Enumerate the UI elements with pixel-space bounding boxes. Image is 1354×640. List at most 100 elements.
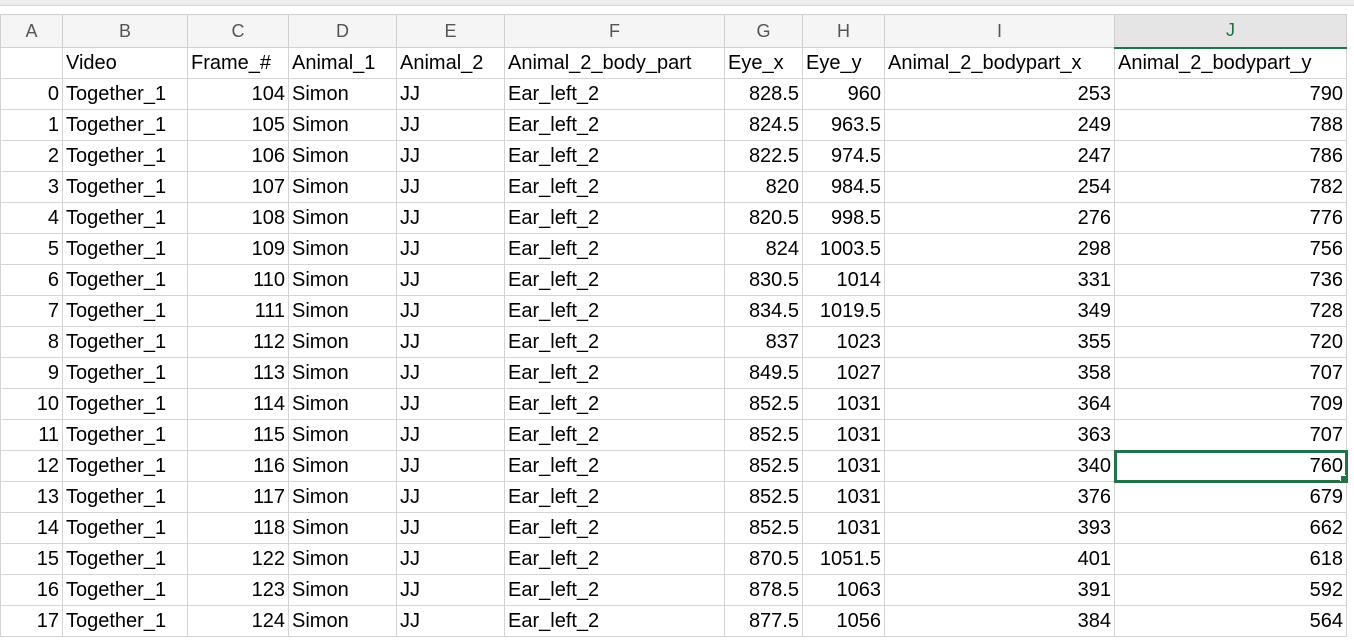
- cell[interactable]: 776: [1114, 202, 1347, 234]
- cell[interactable]: Ear_left_2: [504, 140, 725, 172]
- cell[interactable]: 878.5: [724, 574, 803, 606]
- cell[interactable]: Together_1: [62, 202, 188, 234]
- cell[interactable]: Together_1: [62, 357, 188, 389]
- column-header-c[interactable]: C: [187, 14, 289, 48]
- cell[interactable]: 1031: [802, 419, 885, 451]
- cell[interactable]: Ear_left_2: [504, 481, 725, 513]
- cell[interactable]: JJ: [396, 512, 505, 544]
- column-header-g[interactable]: G: [724, 14, 803, 48]
- cell[interactable]: Ear_left_2: [504, 357, 725, 389]
- index-cell[interactable]: 8: [0, 326, 63, 358]
- cell[interactable]: 984.5: [802, 171, 885, 203]
- cell[interactable]: 618: [1114, 543, 1347, 575]
- cell[interactable]: 728: [1114, 295, 1347, 327]
- cell[interactable]: 824.5: [724, 109, 803, 141]
- cell[interactable]: JJ: [396, 326, 505, 358]
- cell[interactable]: Simon: [288, 605, 397, 637]
- index-cell[interactable]: 9: [0, 357, 63, 389]
- cell[interactable]: 852.5: [724, 450, 803, 482]
- cell[interactable]: 364: [884, 388, 1115, 420]
- index-cell[interactable]: 16: [0, 574, 63, 606]
- cell[interactable]: Together_1: [62, 574, 188, 606]
- cell[interactable]: 358: [884, 357, 1115, 389]
- cell[interactable]: 123: [187, 574, 289, 606]
- index-cell[interactable]: 15: [0, 543, 63, 575]
- cell[interactable]: 830.5: [724, 264, 803, 296]
- cell[interactable]: Ear_left_2: [504, 171, 725, 203]
- cell[interactable]: 720: [1114, 326, 1347, 358]
- cell[interactable]: Ear_left_2: [504, 450, 725, 482]
- cell[interactable]: 707: [1114, 357, 1347, 389]
- cell[interactable]: Together_1: [62, 481, 188, 513]
- cell[interactable]: 116: [187, 450, 289, 482]
- cell[interactable]: 1051.5: [802, 543, 885, 575]
- cell[interactable]: 349: [884, 295, 1115, 327]
- cell[interactable]: 786: [1114, 140, 1347, 172]
- cell[interactable]: JJ: [396, 140, 505, 172]
- cell[interactable]: Together_1: [62, 388, 188, 420]
- cell[interactable]: Ear_left_2: [504, 326, 725, 358]
- cell[interactable]: 254: [884, 171, 1115, 203]
- cell[interactable]: Together_1: [62, 419, 188, 451]
- index-cell[interactable]: 6: [0, 264, 63, 296]
- cell[interactable]: Ear_left_2: [504, 78, 725, 110]
- cell[interactable]: 276: [884, 202, 1115, 234]
- cell[interactable]: JJ: [396, 543, 505, 575]
- cell[interactable]: 709: [1114, 388, 1347, 420]
- cell[interactable]: 105: [187, 109, 289, 141]
- cell[interactable]: 592: [1114, 574, 1347, 606]
- cell[interactable]: JJ: [396, 233, 505, 265]
- cell[interactable]: 384: [884, 605, 1115, 637]
- cell[interactable]: 790: [1114, 78, 1347, 110]
- index-cell[interactable]: 10: [0, 388, 63, 420]
- cell[interactable]: 118: [187, 512, 289, 544]
- cell[interactable]: 852.5: [724, 419, 803, 451]
- cell[interactable]: 998.5: [802, 202, 885, 234]
- index-cell[interactable]: 2: [0, 140, 63, 172]
- cell[interactable]: 828.5: [724, 78, 803, 110]
- cell[interactable]: 110: [187, 264, 289, 296]
- column-header-i[interactable]: I: [884, 14, 1115, 48]
- index-cell[interactable]: 7: [0, 295, 63, 327]
- cell[interactable]: 112: [187, 326, 289, 358]
- index-cell[interactable]: 14: [0, 512, 63, 544]
- cell[interactable]: 247: [884, 140, 1115, 172]
- cell[interactable]: Ear_left_2: [504, 512, 725, 544]
- header-cell[interactable]: Frame_#: [187, 47, 289, 79]
- column-header-f[interactable]: F: [504, 14, 725, 48]
- cell[interactable]: 852.5: [724, 512, 803, 544]
- index-cell[interactable]: 12: [0, 450, 63, 482]
- cell[interactable]: Simon: [288, 78, 397, 110]
- cell[interactable]: 679: [1114, 481, 1347, 513]
- cell[interactable]: Together_1: [62, 512, 188, 544]
- cell[interactable]: 963.5: [802, 109, 885, 141]
- cell[interactable]: 340: [884, 450, 1115, 482]
- cell[interactable]: Ear_left_2: [504, 419, 725, 451]
- cell[interactable]: JJ: [396, 295, 505, 327]
- cell[interactable]: Simon: [288, 481, 397, 513]
- cell[interactable]: Together_1: [62, 140, 188, 172]
- active-cell[interactable]: 760: [1113, 449, 1348, 483]
- cell[interactable]: 1027: [802, 357, 885, 389]
- header-cell[interactable]: Animal_2: [396, 47, 505, 79]
- cell[interactable]: 1031: [802, 388, 885, 420]
- index-cell[interactable]: 17: [0, 605, 63, 637]
- header-cell[interactable]: Animal_1: [288, 47, 397, 79]
- cell[interactable]: 1056: [802, 605, 885, 637]
- cell[interactable]: 393: [884, 512, 1115, 544]
- cell[interactable]: 852.5: [724, 388, 803, 420]
- column-header-b[interactable]: B: [62, 14, 188, 48]
- header-cell[interactable]: Animal_2_bodypart_x: [884, 47, 1115, 79]
- index-cell[interactable]: 13: [0, 481, 63, 513]
- cell[interactable]: 1031: [802, 512, 885, 544]
- cell[interactable]: JJ: [396, 450, 505, 482]
- column-header-j[interactable]: J: [1114, 14, 1347, 49]
- cell[interactable]: Together_1: [62, 109, 188, 141]
- cell[interactable]: Together_1: [62, 543, 188, 575]
- cell[interactable]: 1063: [802, 574, 885, 606]
- index-cell[interactable]: 0: [0, 78, 63, 110]
- index-cell[interactable]: 4: [0, 202, 63, 234]
- cell[interactable]: 376: [884, 481, 1115, 513]
- cell[interactable]: Ear_left_2: [504, 202, 725, 234]
- cell[interactable]: Ear_left_2: [504, 543, 725, 575]
